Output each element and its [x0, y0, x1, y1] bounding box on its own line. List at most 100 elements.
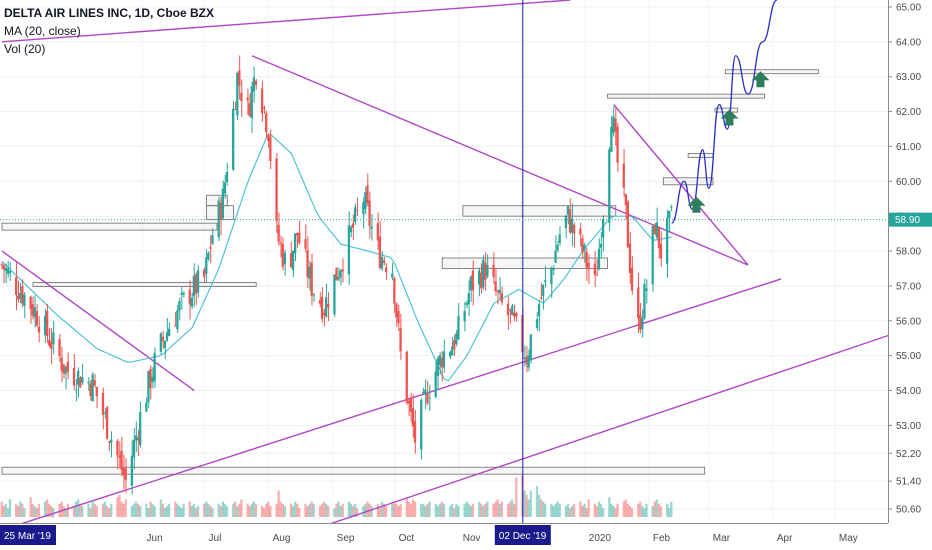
candle-body [308, 266, 311, 279]
volume-bar [554, 503, 557, 517]
volume-bar [426, 503, 429, 517]
volume-bar [527, 499, 530, 517]
time-axis[interactable]: JunJulAugSepOctNovDec2020FebMarAprMay 25… [0, 523, 932, 550]
volume-bar [23, 508, 26, 517]
candle-body [570, 218, 574, 233]
volume-bar [180, 508, 183, 517]
volume-bar [205, 501, 208, 517]
level-box [714, 107, 739, 113]
candle-body [134, 435, 138, 441]
volume-bar [87, 503, 90, 517]
candle-body [333, 274, 336, 315]
volume-bar [136, 503, 140, 517]
volume-bar [322, 501, 326, 517]
candle-body [48, 339, 51, 346]
candle-body [178, 301, 181, 311]
volume-bar [506, 503, 510, 517]
candle-body [573, 224, 576, 234]
volume-bar [296, 503, 299, 517]
volume-bar [670, 501, 673, 517]
candle-body [438, 355, 441, 366]
volume-bar [370, 506, 373, 517]
candle-body [17, 295, 20, 300]
volume-bar [37, 503, 41, 517]
candle-body [124, 468, 127, 480]
candles [0, 55, 673, 495]
level-box [607, 93, 765, 99]
trendline [1, 0, 571, 43]
candle-body [393, 278, 396, 304]
volume-bar [494, 501, 497, 517]
candle-body [165, 332, 169, 341]
candle-body [260, 88, 264, 114]
trendline [260, 334, 891, 549]
chart-legend: DELTA AIR LINES INC, 1D, Cboe BZX MA (20… [4, 4, 214, 58]
volume-bar [294, 501, 297, 517]
candle-body [523, 357, 526, 359]
volume-legend[interactable]: Vol (20) [4, 42, 46, 56]
candle-body [50, 341, 53, 350]
time-tick-label: Sep [337, 533, 355, 544]
candle-body [424, 389, 427, 395]
volume-bar [597, 501, 601, 517]
trendlines [1, 0, 891, 549]
volume-bar [333, 508, 336, 517]
candle-body [103, 412, 107, 414]
candle-body [657, 226, 661, 249]
symbol-title[interactable]: DELTA AIR LINES INC, 1D, Cboe BZX [4, 6, 215, 20]
candle-body [110, 439, 113, 444]
volume-bar [263, 508, 266, 517]
volume-bar [221, 501, 224, 517]
volume-bar [438, 503, 441, 517]
candle-body [294, 233, 297, 254]
volume-bar [453, 508, 456, 517]
volume-bar [616, 503, 619, 517]
volume-bar [108, 508, 111, 517]
volume-bar [440, 501, 444, 517]
ma-legend[interactable]: MA (20, close) [4, 24, 81, 38]
candle-body [407, 400, 410, 404]
volume-bar [376, 503, 379, 517]
volume-bar [188, 501, 191, 517]
candle-body [15, 277, 18, 295]
volume-bar [463, 503, 466, 517]
candle-body [637, 287, 640, 319]
volume-bar [72, 506, 76, 517]
volume-bar [614, 508, 617, 517]
candle-body [506, 303, 510, 316]
price-tick-label: 63.00 [896, 72, 921, 83]
volume-bar [593, 503, 596, 517]
candle-body [581, 238, 584, 253]
candle-body [122, 467, 125, 476]
candle-body [440, 357, 444, 368]
candle-body [585, 251, 588, 268]
candle-body [240, 92, 243, 102]
level-box [462, 205, 617, 217]
time-tick-label: Mar [713, 533, 731, 544]
candle-body [614, 118, 617, 132]
volume-bar [232, 503, 235, 517]
candle-body [312, 294, 315, 296]
volume-bar [573, 503, 576, 517]
candle-body [341, 269, 344, 272]
price-axis[interactable]: 65.0064.0063.0062.0061.0060.0059.0058.00… [888, 0, 932, 550]
volume-bar [174, 501, 177, 517]
candle-body [469, 276, 472, 291]
candle-body [81, 377, 84, 383]
candle-body [153, 352, 156, 382]
volume-bar [21, 503, 24, 517]
price-tick-label: 55.00 [896, 351, 921, 362]
time-tick-label: Jun [147, 533, 163, 544]
volume-bar [420, 503, 423, 517]
candle-body [626, 201, 630, 248]
candle-body [498, 290, 501, 294]
volume-bar [391, 503, 394, 517]
volume-bar [362, 506, 365, 517]
candle-body [236, 72, 239, 116]
volume-bar [424, 506, 427, 517]
candle-body [467, 293, 470, 305]
volume-bar [105, 506, 109, 517]
candle-body [368, 200, 371, 227]
candle-body [641, 317, 644, 329]
